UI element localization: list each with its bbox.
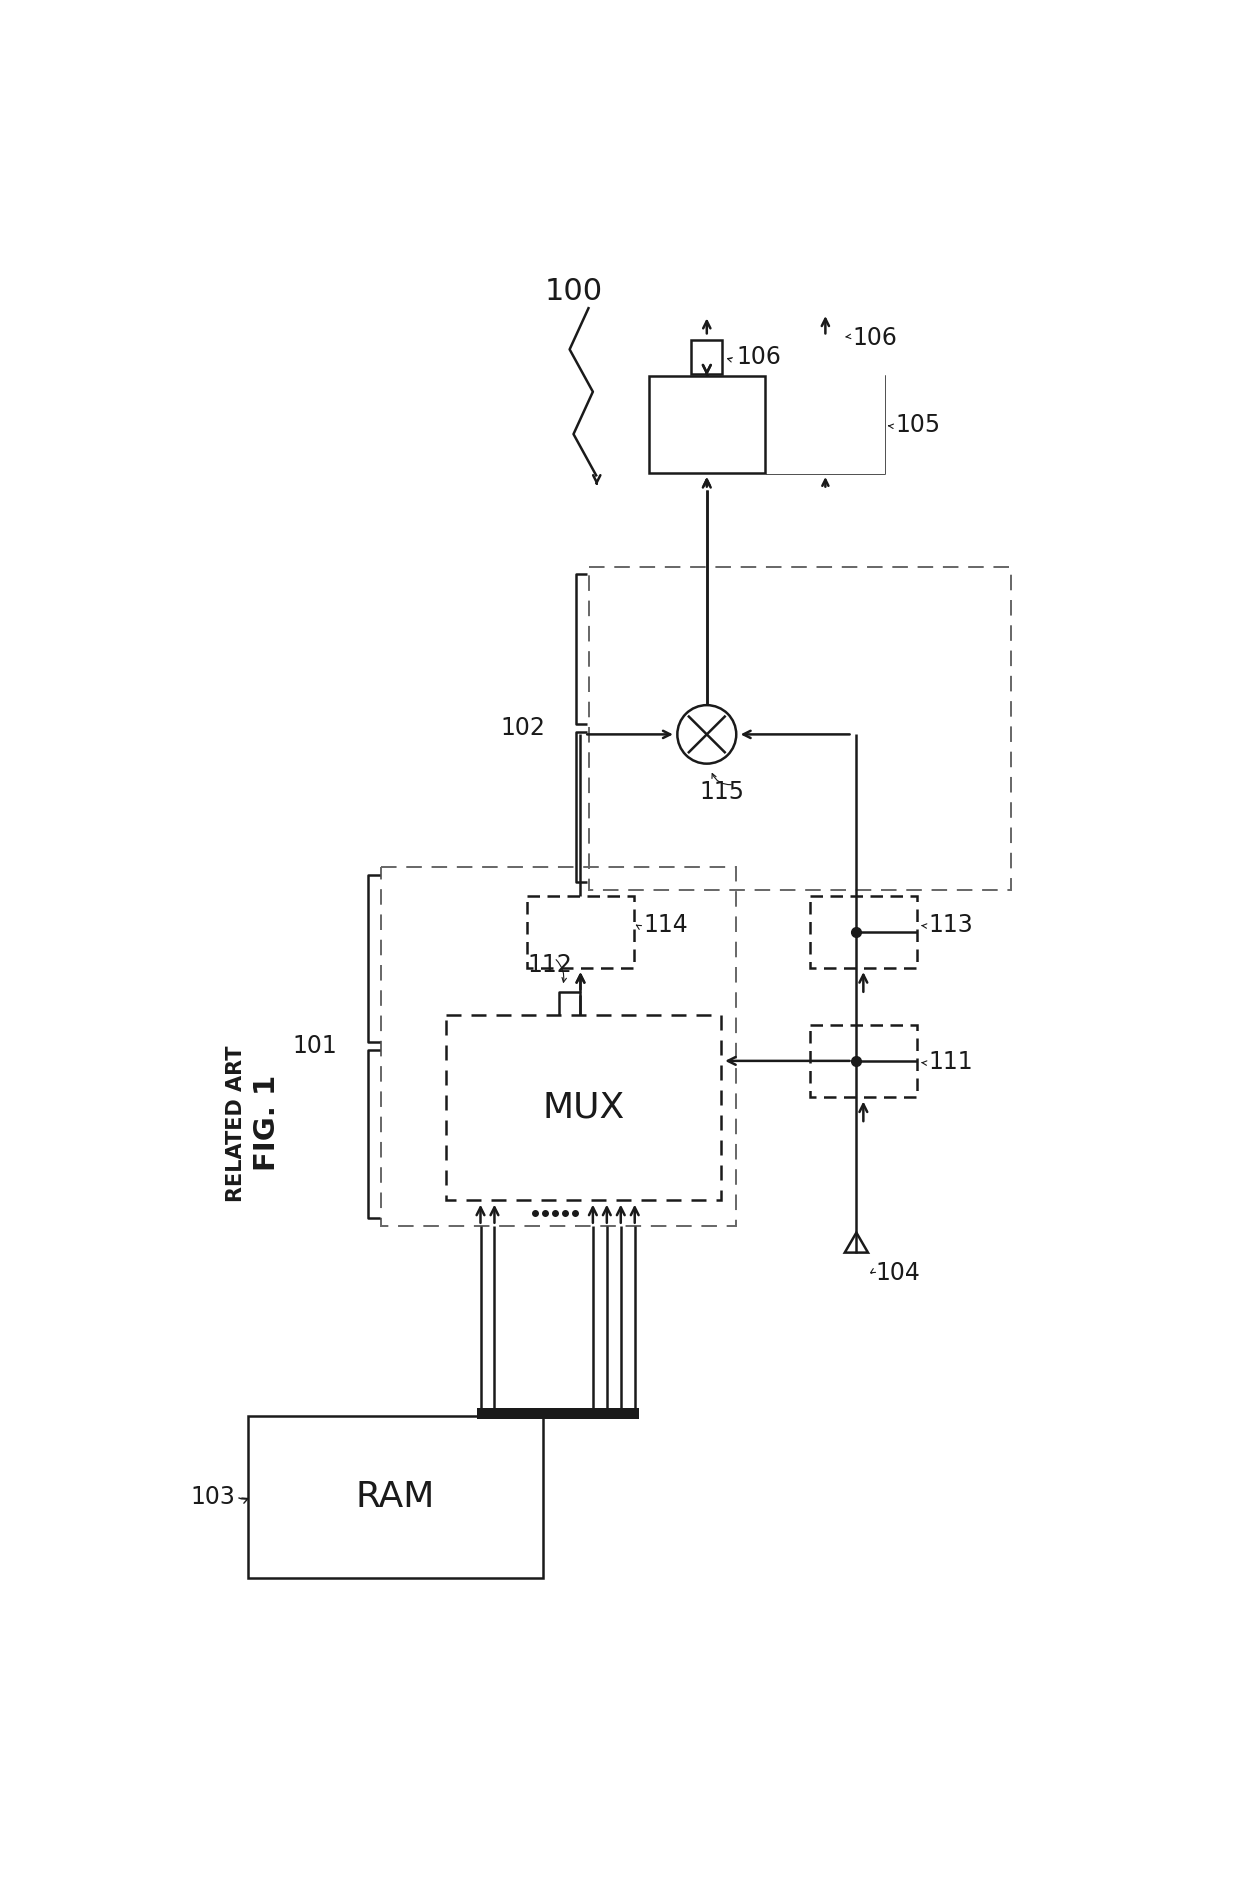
- Circle shape: [677, 705, 737, 763]
- Text: 101: 101: [293, 1035, 337, 1057]
- Bar: [382, 867, 737, 1225]
- Bar: [810, 895, 916, 967]
- Text: 100: 100: [544, 277, 603, 305]
- Bar: [807, 339, 844, 375]
- Bar: [476, 1408, 639, 1419]
- Text: 115: 115: [699, 780, 744, 805]
- Bar: [810, 1025, 916, 1097]
- Text: 106: 106: [737, 345, 781, 369]
- Bar: [445, 1016, 720, 1201]
- Bar: [649, 377, 765, 473]
- Text: 111: 111: [929, 1050, 973, 1074]
- Text: RELATED ART: RELATED ART: [227, 1044, 247, 1201]
- Bar: [810, 339, 841, 373]
- Text: 106: 106: [853, 326, 898, 351]
- Text: 113: 113: [929, 912, 973, 937]
- Bar: [589, 567, 1012, 890]
- Bar: [248, 1416, 543, 1578]
- Text: 104: 104: [875, 1261, 920, 1286]
- Text: 103: 103: [190, 1485, 234, 1508]
- Bar: [768, 377, 883, 473]
- Text: MUX: MUX: [542, 1091, 624, 1125]
- Bar: [527, 895, 634, 967]
- Text: RAM: RAM: [356, 1480, 435, 1514]
- Text: 114: 114: [644, 912, 688, 937]
- Text: 105: 105: [779, 413, 825, 435]
- Bar: [692, 339, 722, 373]
- Text: 105: 105: [895, 413, 940, 437]
- Text: FIG. 1: FIG. 1: [253, 1074, 281, 1171]
- Text: 102: 102: [500, 716, 544, 741]
- Bar: [766, 375, 885, 475]
- Text: 112: 112: [527, 954, 572, 978]
